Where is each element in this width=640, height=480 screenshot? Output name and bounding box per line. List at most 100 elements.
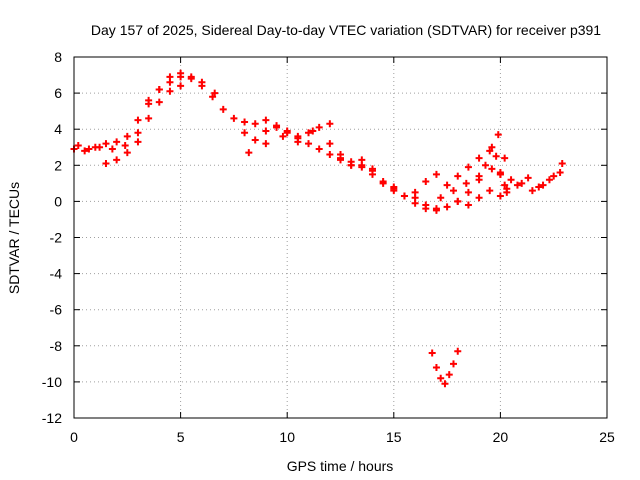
data-point (464, 188, 472, 196)
data-point (294, 138, 302, 146)
data-point (524, 174, 532, 182)
series-arc-f (245, 120, 334, 157)
series-arc-m (496, 159, 566, 195)
data-point (449, 360, 457, 368)
chart-title: Day 157 of 2025, Sidereal Day-to-day VTE… (91, 22, 601, 38)
x-tick-label: 10 (279, 429, 295, 445)
data-point (145, 100, 153, 108)
x-axis-label: GPS time / hours (287, 458, 394, 474)
data-point (496, 169, 504, 177)
data-point (209, 93, 217, 101)
y-tick-label: -4 (50, 266, 63, 282)
series-arc-k (454, 131, 509, 205)
y-tick-label: -8 (50, 338, 63, 354)
data-point (102, 159, 110, 167)
data-point (230, 114, 238, 122)
data-point (81, 147, 89, 155)
data-point (492, 152, 500, 160)
y-axis-label: SDTVAR / TECUs (6, 182, 22, 294)
data-point (315, 145, 323, 153)
data-point (464, 201, 472, 209)
data-point (528, 187, 536, 195)
data-point (475, 194, 483, 202)
data-point (305, 140, 313, 148)
data-point (211, 89, 219, 97)
data-point (108, 145, 116, 153)
x-tick-label: 20 (493, 429, 509, 445)
data-point (550, 172, 558, 180)
data-point (123, 132, 131, 140)
data-point (449, 187, 457, 195)
data-point (518, 179, 526, 187)
data-point (96, 143, 104, 151)
data-point (411, 188, 419, 196)
data-point (513, 181, 521, 189)
data-point (488, 165, 496, 173)
data-point (539, 181, 547, 189)
data-point (309, 127, 317, 135)
data-point (368, 170, 376, 178)
data-point (123, 149, 131, 157)
data-point (155, 98, 163, 106)
data-point (262, 140, 270, 148)
data-point (337, 150, 344, 158)
data-point (145, 114, 153, 122)
data-point (475, 154, 483, 162)
data-point (432, 170, 440, 178)
data-point (155, 85, 163, 93)
data-points (70, 69, 566, 388)
data-point (556, 169, 564, 177)
data-point (305, 129, 313, 137)
data-point (326, 120, 334, 128)
data-point (422, 205, 430, 213)
data-point (432, 206, 440, 214)
data-point (134, 116, 142, 124)
data-point (166, 87, 174, 95)
data-point (102, 140, 110, 148)
data-point (390, 183, 398, 191)
data-point (283, 129, 291, 137)
data-point (494, 131, 502, 139)
data-point (501, 154, 509, 162)
y-tick-label: 8 (54, 49, 62, 65)
y-tick-label: -12 (42, 410, 62, 426)
data-point (262, 116, 270, 124)
data-point (219, 105, 227, 113)
data-point (437, 194, 445, 202)
data-point (177, 69, 185, 77)
data-point (558, 159, 566, 167)
data-point (535, 183, 543, 191)
y-tick-label: 2 (54, 157, 62, 173)
data-point (400, 192, 408, 200)
y-tick-label: 0 (54, 193, 62, 209)
data-point (113, 156, 121, 164)
data-point (379, 178, 387, 186)
y-tick-label: 6 (54, 85, 62, 101)
data-point (85, 145, 93, 153)
data-point (177, 82, 185, 90)
x-tick-label: 25 (599, 429, 615, 445)
data-point (475, 176, 483, 184)
tick-labels: 0 5 10 15 20 25 -12 -10 -8 -6 -4 -2 0 2 4 6 8 (42, 49, 615, 445)
data-point (496, 192, 504, 200)
data-point (545, 176, 553, 184)
data-point (262, 127, 270, 135)
data-point (315, 123, 323, 131)
data-point (422, 178, 430, 186)
series-arc-l (503, 169, 564, 196)
data-point (464, 163, 472, 171)
data-point (251, 120, 259, 128)
data-point (166, 73, 174, 81)
data-point (501, 181, 509, 189)
series-arc-n (428, 347, 462, 388)
data-point (454, 172, 462, 180)
data-point (507, 176, 515, 184)
data-point (454, 197, 462, 205)
data-point (445, 371, 453, 379)
data-point (481, 161, 489, 169)
data-point (134, 138, 142, 146)
data-point (279, 132, 287, 140)
data-point (488, 143, 496, 151)
data-point (241, 129, 249, 137)
y-tick-label: -2 (50, 230, 63, 246)
